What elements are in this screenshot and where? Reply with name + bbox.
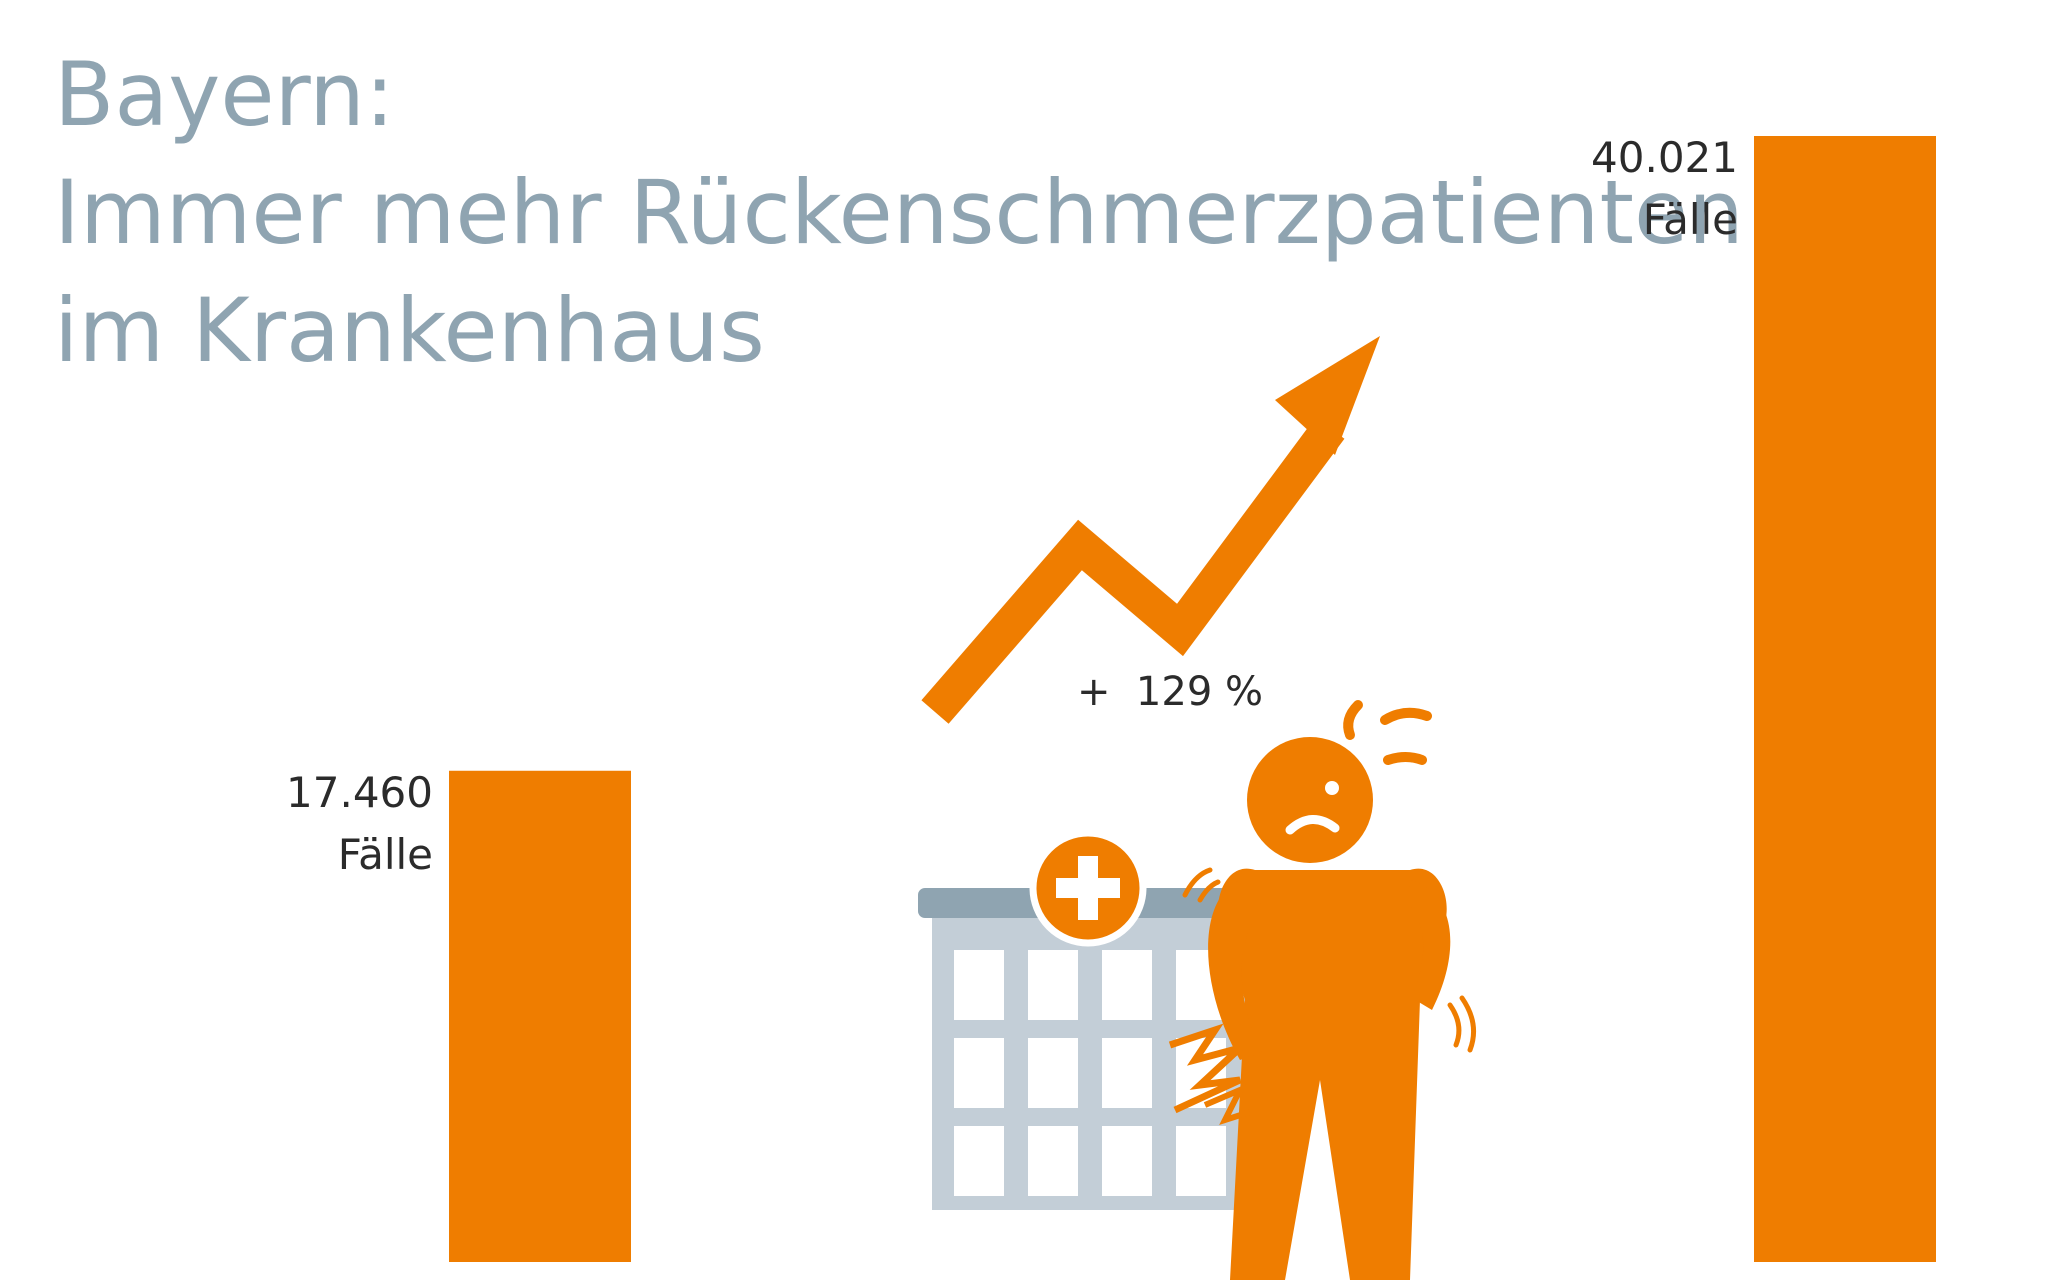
pain-lightning-icon [1168,1023,1243,1114]
trend-arrow-head [1275,336,1380,455]
pain-wave-right [1447,995,1477,1053]
bar-value-label-1: 17.460 [286,768,433,817]
bar-value-label-2: 40.021 [1591,133,1738,182]
chart-title: Bayern: Immer mehr Rückenschmerzpatiente… [54,36,1744,390]
hospital-window [954,1038,1004,1108]
hospital-window [1028,1038,1078,1108]
hospital-window [1102,1038,1152,1108]
sweat-drop-2 [1380,707,1432,725]
title-line-1: Bayern: [54,43,395,146]
title-line-2: Immer mehr Rückenschmerzpatienten [54,161,1744,264]
pain-wave-left [1182,867,1221,903]
sweat-drop-3 [1383,752,1427,765]
hospital-window [1028,950,1078,1020]
pain-lightning-icon-2 [1203,1084,1251,1126]
hospital-window [1102,950,1152,1020]
bar-1 [449,770,631,1262]
hospital-window [1102,1126,1152,1196]
person-left-arm [1208,880,1262,1060]
bar-unit-label-1: Fälle [338,830,433,879]
title-line-3: im Krankenhaus [54,279,765,382]
person-mouth [1285,815,1340,835]
change-label: + 129 % [1077,669,1263,715]
person-right-arm [1405,880,1451,1010]
hospital-window [1176,1126,1226,1196]
bar-unit-label-2: Fälle [1643,195,1738,244]
trend-arrow-line [921,417,1345,724]
hospital-cross-h [1056,878,1120,898]
hospital-icon [918,829,1264,1210]
person-back-pain-icon [1168,700,1477,1280]
trend-arrow-icon [921,336,1380,724]
hospital-window [954,1126,1004,1196]
person-body [1217,868,1447,1280]
hospital-window [954,950,1004,1020]
bars-layer: 17.460 Fälle 40.021 Fälle [286,133,1936,1262]
person-eye [1325,781,1339,795]
sweat-drop-1 [1343,700,1363,740]
bar-2 [1754,136,1936,1262]
hospital-window [1028,1126,1078,1196]
person-head [1247,737,1373,863]
